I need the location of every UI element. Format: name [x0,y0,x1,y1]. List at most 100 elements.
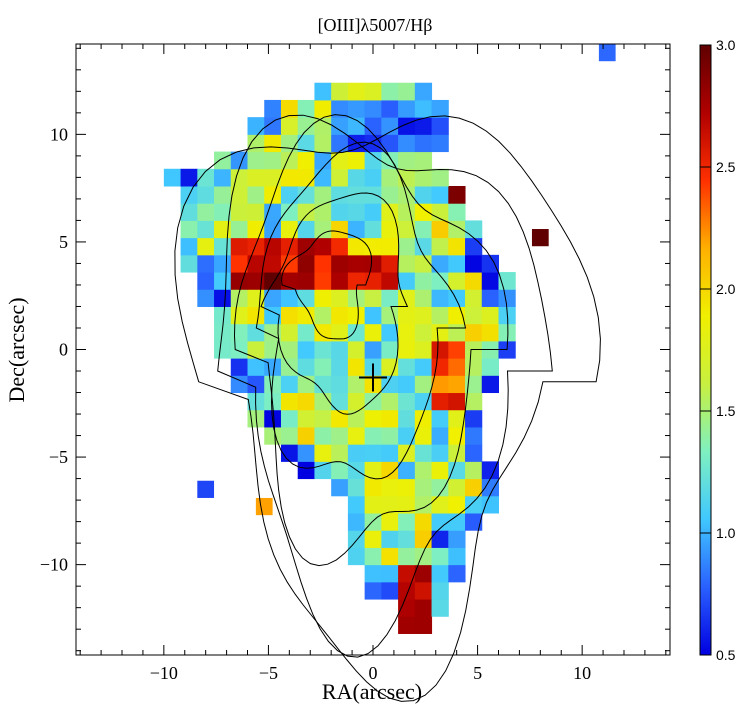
heatmap-cell [414,599,433,617]
heatmap-cell [398,323,416,342]
heatmap-cell [214,168,232,187]
heatmap-cell [347,495,366,514]
heatmap-cell [398,358,416,376]
heatmap-cell [398,237,416,256]
colorbar-tick-label: 3.0 [716,37,736,53]
heatmap-cell [381,203,399,221]
heatmap-cell [414,478,433,497]
heatmap-cell [481,478,499,497]
heatmap-cell [414,530,433,548]
heatmap-cell [381,306,399,325]
heatmap-cell [280,168,299,187]
heatmap-cell [364,254,382,273]
heatmap-cell [314,289,332,307]
heatmap-cell [297,358,315,376]
colorbar-tick-label: 2.5 [716,159,736,175]
heatmap-cell [214,340,232,359]
heatmap-cell [331,220,349,239]
heatmap-cell [180,237,198,256]
heatmap-cell [280,203,299,221]
heatmap-cell [414,306,433,325]
heatmap-cell [448,495,466,514]
heatmap-cell [214,272,232,290]
heatmap-cell [264,237,282,256]
heatmap-cell [180,220,198,239]
heatmap-cell [247,358,265,376]
heatmap-cell [398,272,416,290]
heatmap-cell [448,513,466,531]
heatmap-cell [364,495,382,514]
heatmap-cell [347,323,366,342]
heatmap-cell [364,289,382,307]
heatmap-cell [264,323,282,342]
heatmap-cell [280,99,299,118]
heatmap-cell [414,616,433,634]
y-tick-label: −5 [49,447,68,467]
heatmap-cell [247,392,265,411]
heatmap-cell [314,340,332,359]
x-tick-label: −5 [259,663,278,683]
heatmap-cell [414,547,433,566]
heatmap-cell [498,289,516,307]
heatmap-cell [481,358,499,376]
heatmap-cell [297,151,315,170]
heatmap-cell [364,581,382,600]
heatmap-cell [347,306,366,325]
heatmap-cell [331,340,349,359]
heatmap-cell [448,461,466,480]
heatmap-cell [347,237,366,256]
heatmap-cell [381,254,399,273]
heatmap-cell [331,99,349,118]
heatmap-cell [297,461,315,480]
heatmap-cell [364,426,382,445]
heatmap-cell [264,426,282,445]
heatmap-cell [398,426,416,445]
heatmap-cell [264,220,282,239]
heatmap-cell [465,289,483,307]
heatmap-cell [314,409,332,428]
heatmap-cell [381,168,399,187]
heatmap-cell [247,185,265,204]
heatmap-cell [398,616,416,634]
heatmap-cell [465,495,483,514]
heatmap-cell [481,306,499,325]
heatmap-cell [180,254,198,273]
heatmap-cell [264,203,282,221]
colorbar-ticks: 0.5 1.0 1.5 2.0 2.5 3.0 [700,37,736,663]
heatmap-cell [347,409,366,428]
colorbar-tick-label: 1.0 [716,525,736,541]
y-tick-labels: −10 −5 0 5 10 [40,124,68,574]
heatmap-cell [347,375,366,394]
heatmap-cell [347,358,366,376]
heatmap-cell [264,134,282,153]
heatmap-cell [381,530,399,548]
heatmap-cell [264,306,282,325]
heatmap-cell [431,444,449,462]
heatmap-cell [448,203,466,221]
heatmap-cell [197,185,215,204]
heatmap-cell [414,134,433,153]
heatmap-cell [431,375,449,394]
heatmap-cell [448,409,466,428]
heatmap-cell [448,547,466,566]
heatmap-cell [331,323,349,342]
heatmap-cell [481,323,499,342]
heatmap-cell [280,409,299,428]
heatmap-cell [214,237,232,256]
heatmap-cell [414,272,433,290]
heatmap-cell [414,220,433,239]
heatmap-cell [230,340,249,359]
heatmap-cell [280,117,299,135]
heatmap-cell [381,185,399,204]
heatmap-cell [264,289,282,307]
heatmap-cell [297,237,315,256]
heatmap-cell [431,513,449,531]
heatmap-cell [414,168,433,187]
x-tick-label: 5 [473,663,482,683]
heatmap-cell [364,409,382,428]
heatmap-cell [381,426,399,445]
heatmap-cell [347,82,366,101]
heatmap-cell [364,185,382,204]
heatmap-cell [465,237,483,256]
heatmap-cell [364,203,382,221]
